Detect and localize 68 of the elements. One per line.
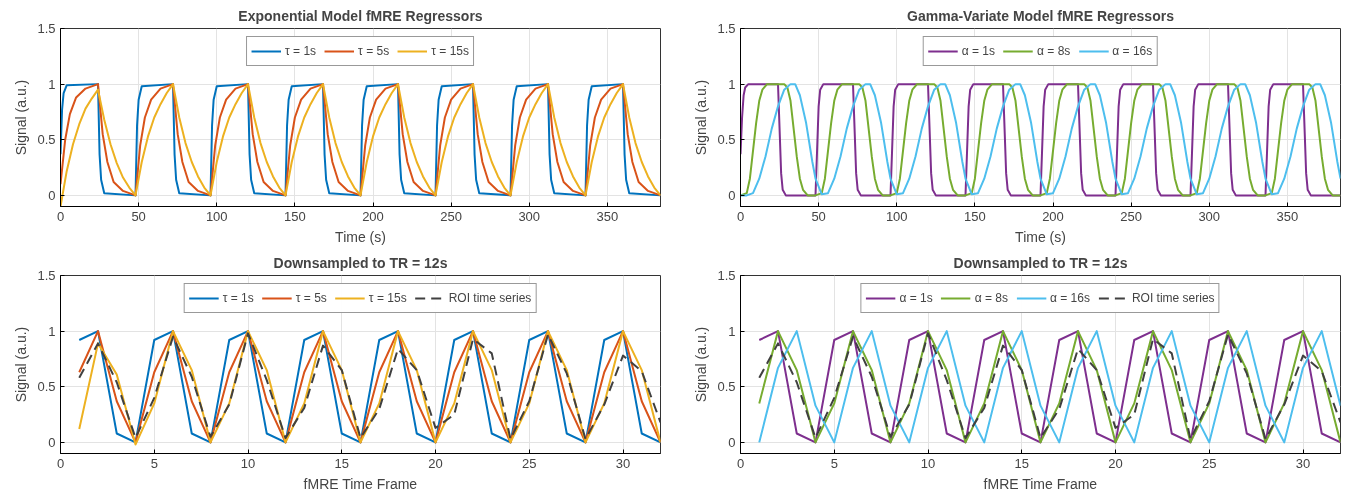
x-tick-label: 30 (1295, 455, 1311, 471)
y-tick-label: 1 (728, 323, 736, 339)
chart-title: Downsampled to TR = 12s (953, 254, 1128, 271)
legend-label: α = 1s (961, 44, 996, 58)
legend-label: τ = 5s (358, 44, 390, 58)
y-tick-label: 0.5 (37, 132, 56, 148)
x-tick-label: 10 (920, 455, 936, 471)
x-tick-label: 30 (615, 455, 631, 471)
y-tick-label: 1 (48, 76, 56, 92)
legend-label: α = 1s (899, 291, 933, 305)
legend-label: τ = 5s (295, 291, 327, 305)
y-tick-label: 1.5 (37, 268, 56, 283)
y-tick-label: 0 (728, 434, 736, 450)
y-tick-label: 1.5 (717, 268, 736, 283)
x-tick-label: 25 (1202, 455, 1217, 471)
x-tick-label: 250 (1120, 208, 1142, 224)
y-tick-label: 0.5 (37, 379, 56, 395)
y-tick-label: 0 (728, 187, 736, 203)
y-tick-label: 0 (48, 434, 56, 450)
x-tick-label: 15 (1014, 455, 1029, 471)
chart-title: Downsampled to TR = 12s (273, 254, 448, 271)
y-tick-label: 0 (48, 187, 56, 203)
y-tick-label: 1.5 (37, 21, 56, 36)
x-tick-label: 5 (830, 455, 838, 471)
x-tick-label: 20 (428, 455, 443, 471)
x-tick-label: 100 (885, 208, 908, 224)
legend-label: τ = 1s (285, 44, 317, 58)
y-tick-label: 0.5 (717, 132, 736, 148)
legend-label: τ = 15s (431, 44, 469, 58)
x-tick-label: 150 (964, 208, 986, 224)
chart-title: Exponential Model fMRE Regressors (238, 7, 483, 24)
x-axis-title: Time (s) (335, 228, 386, 245)
y-axis-title: Signal (a.u.) (13, 326, 30, 403)
legend-label: ROI time series (1131, 291, 1215, 305)
y-tick-label: 0.5 (717, 379, 736, 395)
x-tick-label: 25 (522, 455, 537, 471)
legend-label: ROI time series (448, 291, 532, 305)
y-axis-title: Signal (a.u.) (693, 326, 710, 403)
y-tick-label: 1.5 (717, 21, 736, 36)
x-tick-label: 50 (131, 208, 146, 224)
x-axis-title: fMRE Time Frame (303, 475, 418, 492)
x-tick-label: 5 (150, 455, 158, 471)
x-tick-label: 250 (440, 208, 462, 224)
x-tick-label: 200 (362, 208, 384, 224)
x-tick-label: 300 (1198, 208, 1221, 224)
x-axis-title: fMRE Time Frame (983, 475, 1098, 492)
x-tick-label: 15 (334, 455, 349, 471)
chart-title: Gamma-Variate Model fMRE Regressors (907, 7, 1175, 24)
legend-label: τ = 15s (368, 291, 407, 305)
x-tick-label: 300 (518, 208, 541, 224)
y-axis-title: Signal (a.u.) (693, 79, 710, 156)
y-tick-label: 1 (48, 323, 56, 339)
legend-label: α = 8s (1037, 44, 1071, 58)
x-tick-label: 50 (811, 208, 826, 224)
x-tick-label: 200 (1042, 208, 1064, 224)
y-tick-label: 1 (728, 76, 736, 92)
y-axis-title: Signal (a.u.) (13, 79, 30, 156)
legend-label: α = 16s (1049, 291, 1090, 305)
x-axis-title: Time (s) (1015, 228, 1066, 245)
x-tick-label: 20 (1108, 455, 1123, 471)
legend-label: α = 8s (974, 291, 1008, 305)
x-tick-label: 350 (1276, 208, 1299, 224)
legend-label: τ = 1s (222, 291, 254, 305)
x-tick-label: 100 (205, 208, 228, 224)
legend-label: α = 16s (1112, 44, 1153, 58)
x-tick-label: 150 (284, 208, 306, 224)
x-tick-label: 350 (596, 208, 619, 224)
x-tick-label: 10 (240, 455, 256, 471)
